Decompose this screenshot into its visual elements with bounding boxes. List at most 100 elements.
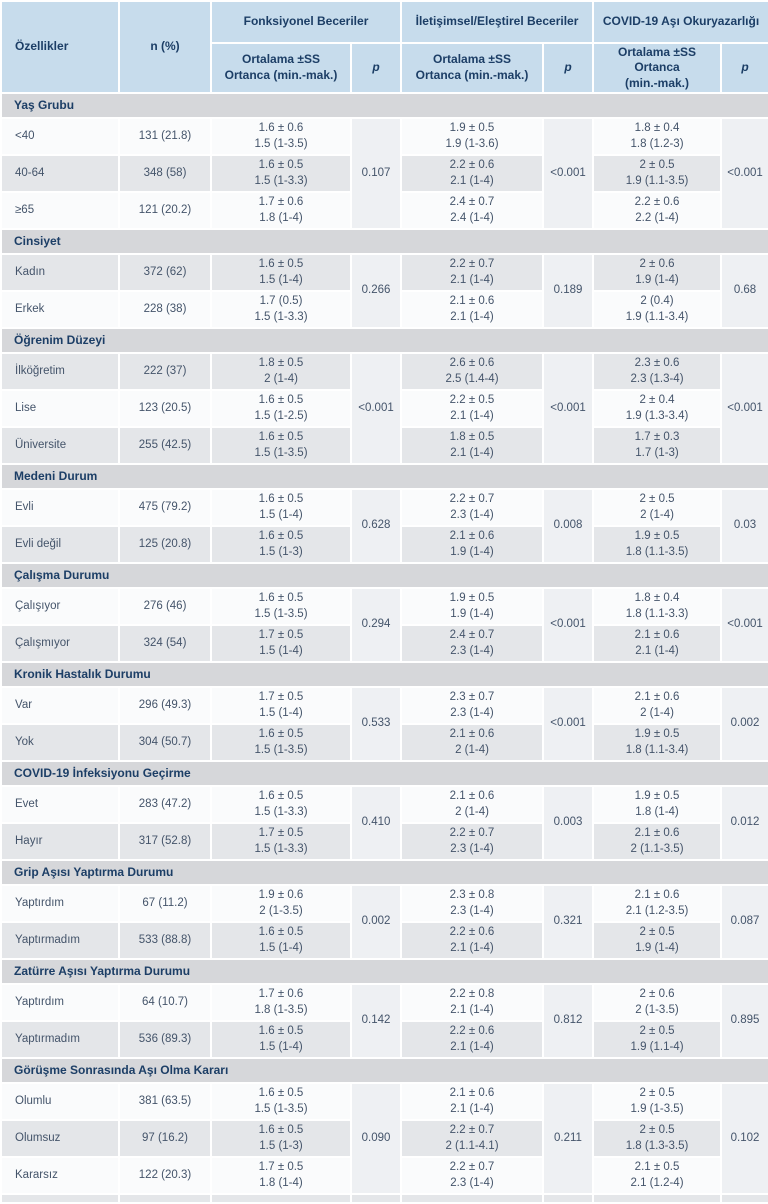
median-range-line: 2.1 (1-4) [450, 941, 494, 954]
subheader-line1: Ortalama ±SS [433, 52, 511, 67]
group-header-functional: Fonksiyonel Beceriler [210, 0, 402, 44]
median-range-line: 2.4 (1-4) [450, 211, 494, 224]
mean-sd-line: 1.8 ± 0.4 [634, 592, 680, 605]
functional-skills-cell: 1.6 ± 0.5 1.5 (1-3) [210, 1119, 352, 1158]
communicative-skills-cell: 2.2 ± 0.7 2.3 (1-4) [400, 1156, 544, 1195]
n-percent-cell: 97 (16.2) [118, 1119, 212, 1158]
functional-skills-cell: 1.7 ± 0.5 1.8 (1-4) [210, 1156, 352, 1195]
median-range-line: 2 (1-4) [455, 743, 489, 756]
functional-skills-cell: 1.9 ± 0.6 2 (1-3.5) [210, 884, 352, 923]
median-range-line: 2.1 (1-4) [450, 1003, 494, 1016]
n-percent-cell: 317 (52.8) [118, 822, 212, 861]
functional-skills-cell: 1.6 ± 0.5 1.5 (1-4) [210, 1020, 352, 1059]
mean-sd-line: 2.3 ± 0.8 [449, 889, 495, 902]
communicative-skills-cell: 2.2 ± 0.7 2.3 (1-4) [400, 488, 544, 527]
section-header-label: Grip Aşısı Yaptırma Durumu [0, 859, 768, 886]
table-header: Özellikler n (%) Fonksiyonel Beceriler İ… [0, 0, 768, 94]
median-range-line: 2 (1-4) [640, 706, 674, 719]
communicative-p-cell: 0.211 [541, 1082, 595, 1195]
communicative-p-cell: <0.001 [541, 686, 595, 762]
vaccine-literacy-cell: 2.1 ± 0.6 2 (1-4) [592, 686, 723, 725]
section-row: Öğrenim Düzeyi [0, 327, 768, 354]
mean-sd-line: 1.6 ± 0.5 [258, 159, 304, 172]
mean-sd-line: 2.6 ± 0.6 [449, 357, 495, 370]
median-range-line: 2.3 (1-4) [450, 508, 494, 521]
vaccine-literacy-p-cell: <0.001 [720, 352, 768, 465]
n-percent-cell: 348 (58) [118, 154, 212, 193]
communicative-skills-cell: 2.2 ± 0.6 2.1 (1-4) [400, 154, 544, 193]
table-row: Çalışıyor 276 (46) 1.6 ± 0.5 1.5 (1-3.5) 0.2… [0, 587, 768, 663]
mean-sd-line: 1.7 ± 0.3 [634, 431, 680, 444]
communicative-skills-cell: 2.2 ± 0.5 2.1 (1-4) [400, 389, 544, 428]
vaccine-literacy-cell: 2.1 ± 0.5 2.1 (1.2-4) [592, 1156, 723, 1195]
n-percent-cell: 121 (20.2) [118, 191, 212, 230]
median-range-line: 1.9 (1-4) [450, 607, 494, 620]
mean-sd-line: 2.4 ± 0.7 [449, 629, 495, 642]
mean-sd-line: 2.2 ± 0.6 [449, 1025, 495, 1038]
functional-skills-cell: 1.6 ± 0.5 1.5 (1-4) [210, 921, 352, 960]
median-range-line: 1.8 (1.1-3.4) [625, 743, 689, 756]
section-row: Grip Aşısı Yaptırma Durumu [0, 859, 768, 886]
median-range-line: 1.8 (1.3-3.5) [625, 1139, 689, 1152]
mean-sd-line: 2.1 ± 0.6 [449, 295, 495, 308]
mean-sd-line: 1.6 ± 0.5 [258, 493, 304, 506]
communicative-skills-cell: 2.1 ± 0.6 2 (1-4) [400, 723, 544, 762]
vaccine-literacy-p-cell: 0.002 [720, 686, 768, 762]
row-label-cell: <40 [0, 117, 120, 156]
functional-skills-cell: 1.6 ± 0.6 1.5 (1-3.5) [210, 117, 352, 156]
vaccine-literacy-cell: 1.8 ± 0.4 1.8 (1.2-3) [592, 117, 723, 156]
n-percent-cell: 125 (20.8) [118, 525, 212, 564]
row-label-cell: Evli değil [0, 525, 120, 564]
functional-skills-cell: 1.6 ± 0.5 1.5 (1-3) [210, 525, 352, 564]
functional-p-cell: 0.142 [350, 983, 402, 1059]
median-range-line: 1.9 (1.1-3.4) [625, 310, 689, 323]
vaccine-literacy-cell: 1.9 ± 0.5 1.8 (1.1-3.5) [592, 525, 723, 564]
vaccine-literacy-cell: 2 (0.4) 1.9 (1.1-3.4) [592, 290, 723, 329]
communicative-skills-cell: 2.4 ± 0.7 2.3 (1-4) [400, 624, 544, 663]
median-range-line: 1.5 (1-4) [259, 508, 303, 521]
row-label-cell: İlköğretim [0, 352, 120, 391]
mean-sd-line: 1.8 ± 0.4 [634, 122, 680, 135]
row-label-cell: Çalışmıyor [0, 624, 120, 663]
median-range-line: 1.8 (1-4) [635, 805, 679, 818]
vaccine-literacy-cell: 1.9 ± 0.5 1.8 (1.1-3.4) [592, 723, 723, 762]
vaccine-literacy-cell: 2 ± 0.6 2 (1-3.5) [592, 983, 723, 1022]
vaccine-literacy-cell: 1.7 ± 0.3 1.7 (1-3) [592, 426, 723, 465]
mean-sd-line: 2.1 ± 0.6 [449, 790, 495, 803]
section-row: COVID-19 İnfeksiyonu Geçirme [0, 760, 768, 787]
section-row: Zatürre Aşısı Yaptırma Durumu [0, 958, 768, 985]
communicative-skills-cell: 2.2 ± 0.7 2 (1.1-4.1) [400, 1119, 544, 1158]
functional-p-cell: 0.107 [350, 117, 402, 230]
n-percent-cell: 228 (38) [118, 290, 212, 329]
vaccine-literacy-cell: 2 ± 0.6 1.9 (1-4) [592, 253, 723, 292]
table-row: Çalışmıyor 324 (54) 1.7 ± 0.5 1.5 (1-4) 2.4 … [0, 624, 768, 663]
n-percent-cell: 381 (63.5) [118, 1082, 212, 1121]
table-row: Üniversite 255 (42.5) 1.6 ± 0.5 1.5 (1-3.5)… [0, 426, 768, 465]
communicative-p-cell: 0.321 [541, 884, 595, 960]
vaccine-literacy-cell: 2 ± 0.5 1.9 (1-4) [592, 921, 723, 960]
table-row: ≥65 121 (20.2) 1.7 ± 0.6 1.8 (1-4) 2.4 ± 0.7… [0, 191, 768, 230]
subheader-line2: Ortanca (min.-mak.) [224, 68, 338, 82]
row-label-cell: Yok [0, 723, 120, 762]
functional-skills-cell: 1.8 ± 0.5 2 (1-4) [210, 352, 352, 391]
functional-skills-cell: 1.6 ± 0.5 1.5 (1-3.5) [210, 587, 352, 626]
median-range-line: 1.5 (1-4) [259, 273, 303, 286]
functional-skills-cell: 1.6 ± 0.5 1.5 (1-4) [210, 488, 352, 527]
communicative-p-cell: <0.001 [541, 587, 595, 663]
median-range-line: 2 (1-3.5) [635, 1003, 679, 1016]
functional-p-cell: 0.002 [350, 884, 402, 960]
table-row: Evli 475 (79.2) 1.6 ± 0.5 1.5 (1-4) 0.628 2.2… [0, 488, 768, 564]
section-row: Çalışma Durumu [0, 562, 768, 589]
row-label-cell: Lise [0, 389, 120, 428]
section-header-label: Medeni Durum [0, 463, 768, 490]
mean-sd-line: 2 ± 0.5 [639, 926, 675, 939]
table-row: Yaptırdım 64 (10.7) 1.7 ± 0.6 1.8 (1-3.5) 0.… [0, 983, 768, 1059]
functional-p-cell: 0.294 [350, 587, 402, 663]
column-header-n: n (%) [118, 0, 212, 94]
row-label-cell: Yaptırmadım [0, 1020, 120, 1059]
section-header-label: Görüşme Sonrasında Aşı Olma Kararı [0, 1057, 768, 1084]
median-range-line: 1.8 (1.1-3.5) [625, 545, 689, 558]
subheader-vaccine-literacy-mean: Ortalama ±SS Ortanca (min.-mak.) [592, 42, 723, 94]
table-row: 40-64 348 (58) 1.6 ± 0.5 1.5 (1-3.3) 2.2 ± 0… [0, 154, 768, 193]
n-percent-cell: 304 (50.7) [118, 723, 212, 762]
